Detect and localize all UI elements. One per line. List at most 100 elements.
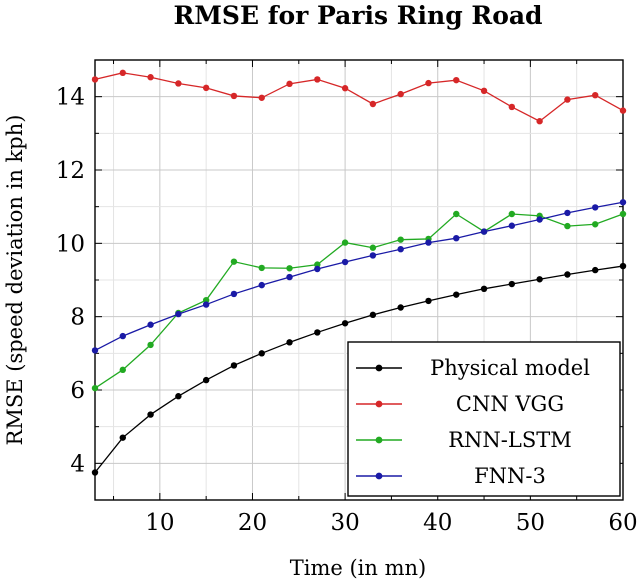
data-point-cnn-vgg xyxy=(397,90,404,98)
data-point-physical-model xyxy=(175,393,182,400)
y-axis-label: RMSE (speed deviation in kph) xyxy=(3,115,27,446)
data-point-fnn-3 xyxy=(314,265,321,273)
data-point-rnn-lstm xyxy=(91,384,99,392)
data-point-physical-model xyxy=(369,311,377,319)
data-point-rnn-lstm xyxy=(258,264,265,272)
data-point-physical-model xyxy=(341,320,349,327)
series-cnn-vgg xyxy=(91,69,627,125)
y-tick-label: 12 xyxy=(56,158,85,184)
data-point-fnn-3 xyxy=(286,273,293,281)
data-point-physical-model xyxy=(147,411,154,418)
data-point-rnn-lstm xyxy=(341,239,349,246)
series-line-fnn-3 xyxy=(94,201,624,351)
y-tick-label: 14 xyxy=(56,85,85,111)
data-point-physical-model xyxy=(592,266,599,274)
data-point-rnn-lstm xyxy=(369,244,377,251)
data-point-fnn-3 xyxy=(341,258,349,266)
data-point-fnn-3 xyxy=(536,216,543,223)
data-point-cnn-vgg xyxy=(91,76,99,83)
legend-swatch-marker xyxy=(375,436,383,444)
data-point-rnn-lstm xyxy=(147,341,154,349)
y-tick-label: 8 xyxy=(70,305,85,331)
data-point-physical-model xyxy=(564,271,571,278)
series-fnn-3 xyxy=(91,199,627,354)
axis-ticks: 10 20 30 40 50 60 4 6 8 10 12 14 xyxy=(56,60,638,536)
data-point-cnn-vgg xyxy=(341,85,349,92)
data-point-physical-model xyxy=(536,276,543,283)
data-point-rnn-lstm xyxy=(619,210,627,218)
data-point-fnn-3 xyxy=(369,252,377,259)
legend-swatch-marker xyxy=(375,364,383,372)
data-point-physical-model xyxy=(258,350,265,357)
data-point-rnn-lstm xyxy=(202,296,210,304)
data-point-physical-model xyxy=(286,339,293,346)
series-line-cnn-vgg xyxy=(94,72,624,122)
legend-item-physical-model: Physical model xyxy=(356,356,590,380)
data-point-rnn-lstm xyxy=(564,222,571,230)
x-tick-label: 10 xyxy=(145,510,174,536)
data-point-cnn-vgg xyxy=(480,87,488,95)
data-point-physical-model xyxy=(202,376,210,384)
data-point-rnn-lstm xyxy=(397,236,404,243)
series-line-physical-model xyxy=(94,265,624,473)
data-point-physical-model xyxy=(425,297,432,305)
legend-label: Physical model xyxy=(430,356,590,380)
legend-label: RNN-LSTM xyxy=(448,428,572,452)
data-point-fnn-3 xyxy=(564,209,571,217)
series-physical-model xyxy=(91,262,627,476)
data-point-cnn-vgg xyxy=(508,103,516,111)
data-point-cnn-vgg xyxy=(258,94,265,101)
data-point-cnn-vgg xyxy=(425,79,432,87)
y-tick-label: 4 xyxy=(70,451,85,477)
legend-label: FNN-3 xyxy=(474,464,546,488)
data-point-cnn-vgg xyxy=(619,107,627,114)
data-point-rnn-lstm xyxy=(230,258,238,265)
data-point-fnn-3 xyxy=(592,204,599,211)
data-point-cnn-vgg xyxy=(592,92,599,99)
data-point-fnn-3 xyxy=(230,290,238,298)
data-point-cnn-vgg xyxy=(286,80,293,88)
data-point-rnn-lstm xyxy=(592,221,599,228)
data-point-fnn-3 xyxy=(619,199,627,206)
x-tick-label: 30 xyxy=(330,510,359,536)
x-tick-label: 60 xyxy=(608,510,637,536)
data-point-fnn-3 xyxy=(453,235,460,242)
data-point-fnn-3 xyxy=(508,222,516,229)
legend-item-rnn-lstm: RNN-LSTM xyxy=(356,428,572,452)
x-tick-label: 50 xyxy=(516,510,545,536)
data-point-rnn-lstm xyxy=(508,210,516,218)
data-point-physical-model xyxy=(91,469,99,476)
x-tick-label: 40 xyxy=(423,510,452,536)
series-line-rnn-lstm xyxy=(94,213,624,389)
data-point-fnn-3 xyxy=(480,228,488,235)
data-point-cnn-vgg xyxy=(536,118,543,125)
chart-title: RMSE for Paris Ring Road xyxy=(173,1,542,30)
x-tick-label: 20 xyxy=(238,510,267,536)
data-point-cnn-vgg xyxy=(175,80,182,87)
legend-swatch-marker xyxy=(375,400,383,408)
data-point-cnn-vgg xyxy=(369,100,377,108)
y-tick-label: 6 xyxy=(70,378,85,404)
data-point-fnn-3 xyxy=(91,347,99,354)
data-point-fnn-3 xyxy=(147,321,154,328)
data-point-fnn-3 xyxy=(258,281,265,289)
data-point-physical-model xyxy=(619,262,627,270)
data-point-cnn-vgg xyxy=(202,84,210,92)
data-point-cnn-vgg xyxy=(453,76,460,84)
data-point-physical-model xyxy=(119,434,126,441)
data-point-rnn-lstm xyxy=(453,210,460,218)
data-point-cnn-vgg xyxy=(119,69,126,77)
data-point-fnn-3 xyxy=(119,332,126,340)
legend-entries: Physical model CNN VGG RNN-LSTM FNN-3 xyxy=(356,356,590,488)
y-tick-label: 10 xyxy=(56,231,85,257)
data-point-fnn-3 xyxy=(425,239,432,246)
series-group xyxy=(91,69,627,476)
data-point-cnn-vgg xyxy=(314,76,321,83)
data-point-fnn-3 xyxy=(175,310,182,318)
data-point-cnn-vgg xyxy=(147,74,154,81)
data-point-physical-model xyxy=(230,362,238,369)
legend-item-fnn-3: FNN-3 xyxy=(356,464,546,488)
legend-item-cnn-vgg: CNN VGG xyxy=(356,392,564,416)
data-point-fnn-3 xyxy=(202,301,210,308)
